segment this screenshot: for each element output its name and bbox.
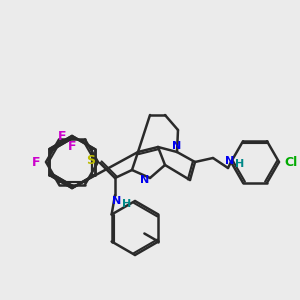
Text: N: N [112, 196, 122, 206]
Text: N: N [225, 156, 235, 166]
Text: H: H [236, 159, 244, 169]
Text: Cl: Cl [284, 155, 298, 169]
Text: S: S [86, 154, 95, 167]
Text: F: F [58, 130, 66, 142]
Text: H: H [122, 199, 132, 209]
Text: F: F [32, 155, 40, 169]
Text: N: N [172, 141, 182, 151]
Text: F: F [68, 140, 76, 152]
Text: N: N [140, 175, 150, 185]
